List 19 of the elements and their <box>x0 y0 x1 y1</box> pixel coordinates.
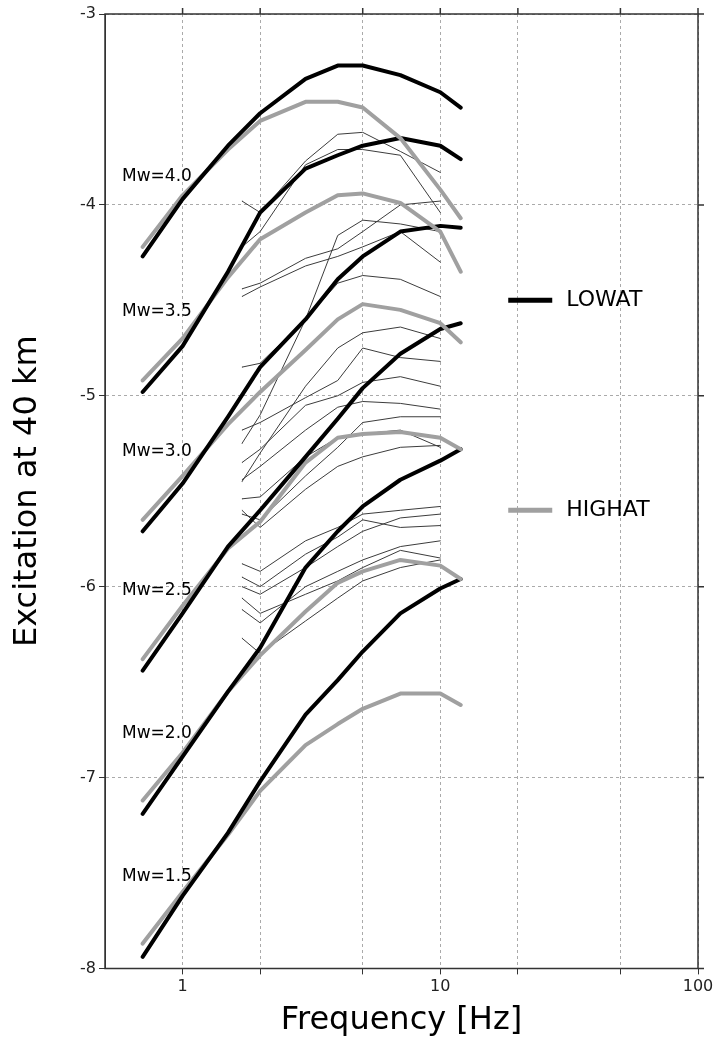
x-tick-label: 10 <box>430 976 451 996</box>
annotation: Mw=4.0 <box>122 164 192 185</box>
y-tick-label: -6 <box>80 575 96 595</box>
y-tick-label: -4 <box>80 194 96 214</box>
y-tick-label: -8 <box>80 957 96 977</box>
y-axis-title: Excitation at 40 km <box>5 335 44 648</box>
legend-label: HIGHAT <box>566 496 651 522</box>
y-tick-label: -7 <box>80 766 96 786</box>
annotation: Mw=3.5 <box>122 300 192 321</box>
x-axis-title: Frequency [Hz] <box>280 999 523 1038</box>
y-tick-label: -3 <box>80 3 96 23</box>
legend-label: LOWAT <box>566 286 643 312</box>
annotation: Mw=3.0 <box>122 439 192 460</box>
annotation: Mw=1.5 <box>122 865 192 886</box>
annotation: Mw=2.5 <box>122 578 192 599</box>
annotation: Mw=2.0 <box>122 722 192 743</box>
x-tick-label: 100 <box>682 976 714 996</box>
y-tick-label: -5 <box>80 384 96 404</box>
x-tick-label: 1 <box>177 976 188 996</box>
